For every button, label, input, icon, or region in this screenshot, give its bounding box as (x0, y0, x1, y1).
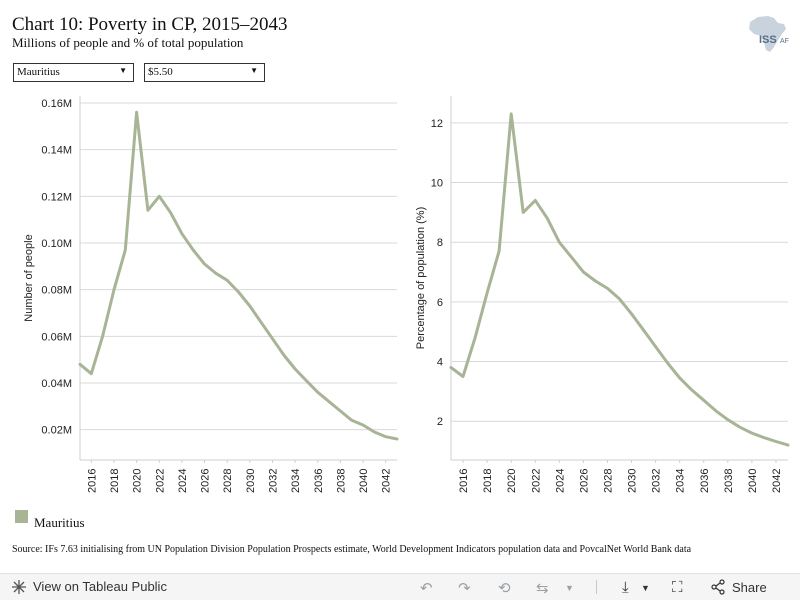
y-tick-label: 0.12M (41, 191, 72, 203)
chart-title: Chart 10: Poverty in CP, 2015–2043 (12, 14, 288, 35)
y-tick-label: 10 (431, 178, 443, 190)
x-tick-label: 2026 (578, 469, 590, 493)
y-tick-label: 0.16M (41, 98, 72, 110)
y-tick-label: 12 (431, 118, 443, 130)
country-dropdown[interactable]: Mauritius ▼ (13, 63, 134, 82)
x-tick-label: 2018 (109, 469, 121, 493)
tableau-logo-icon (12, 580, 26, 594)
x-tick-label: 2024 (177, 469, 189, 493)
share-label: Share (732, 579, 767, 595)
country-dropdown-value: Mauritius (17, 66, 60, 78)
x-tick-label: 2032 (651, 469, 663, 493)
refresh-icon[interactable]: ⇆ (536, 580, 549, 597)
legend-label[interactable]: Mauritius (34, 515, 85, 530)
share-button[interactable]: Share (710, 579, 767, 595)
y-tick-label: 0.08M (41, 285, 72, 297)
x-tick-label: 2036 (699, 469, 711, 493)
chart-subtitle: Millions of people and % of total popula… (12, 35, 244, 50)
poverty-line-dropdown[interactable]: $5.50 ▼ (144, 63, 265, 82)
chevron-down-icon: ▼ (119, 66, 127, 75)
y-tick-label: 0.06M (41, 331, 72, 343)
source-note: Source: IFs 7.63 initialising from UN Po… (12, 544, 692, 555)
series-line-mauritius[interactable] (449, 112, 790, 447)
y-tick-label: 8 (437, 237, 443, 249)
download-icon[interactable]: ⤓ (622, 579, 629, 596)
y-tick-label: 0.10M (41, 238, 72, 250)
divider (596, 580, 597, 594)
iss-africa-logo: ISS AF (749, 16, 789, 52)
redo-icon[interactable]: ↷ (458, 580, 471, 597)
x-tick-label: 2038 (723, 469, 735, 493)
chevron-down-icon[interactable]: ▼ (565, 583, 574, 593)
x-tick-label: 2020 (132, 469, 144, 493)
series-line-mauritius[interactable] (78, 110, 399, 441)
y-axis-title: Percentage of population (%) (415, 207, 427, 349)
people-chart: 0.02M 0.04M 0.06M 0.08M 0.10M 0.12M 0.14M 0.16M… (23, 96, 399, 493)
x-tick-label: 2028 (602, 469, 614, 493)
y-tick-label: 0.02M (41, 425, 72, 437)
x-tick-label: 2036 (313, 469, 325, 493)
x-tick-label: 2040 (747, 469, 759, 493)
poverty-line-dropdown-value: $5.50 (148, 66, 173, 78)
x-tick-label: 2018 (482, 469, 494, 493)
x-tick-label: 2034 (675, 469, 687, 493)
x-tick-label: 2016 (86, 469, 98, 493)
x-tick-label: 2020 (506, 469, 518, 493)
y-tick-label: 6 (437, 297, 443, 309)
x-tick-label: 2042 (771, 469, 783, 493)
share-icon (711, 579, 725, 595)
revert-icon[interactable]: ⟲ (498, 580, 511, 597)
y-tick-label: 2 (437, 416, 443, 428)
x-tick-label: 2028 (222, 469, 234, 493)
x-tick-label: 2022 (530, 469, 542, 493)
x-tick-label: 2030 (627, 469, 639, 493)
x-tick-label: 2032 (267, 469, 279, 493)
x-tick-label: 2038 (335, 469, 347, 493)
x-tick-label: 2022 (154, 469, 166, 493)
y-tick-label: 0.04M (41, 378, 72, 390)
x-tick-label: 2034 (290, 469, 302, 493)
tableau-toolbar: View on Tableau Public ↶ ↷ ⟲ ⇆ ▼ ⤓ ▼ ⛶ S… (0, 573, 800, 600)
y-tick-label: 4 (437, 357, 443, 369)
x-tick-label: 2026 (200, 469, 212, 493)
percentage-chart: 2 4 6 8 10 12 2016 2018 2020 2022 2024 2026 2028 2030… (415, 96, 790, 493)
chevron-down-icon: ▼ (250, 66, 258, 75)
x-tick-label: 2024 (554, 469, 566, 493)
undo-icon[interactable]: ↶ (420, 580, 433, 597)
view-on-tableau-link[interactable]: View on Tableau Public (12, 579, 167, 594)
y-axis-title: Number of people (23, 234, 35, 321)
chevron-down-icon[interactable]: ▼ (641, 583, 650, 593)
fullscreen-icon[interactable]: ⛶ (672, 579, 683, 596)
logo-text-sub: AF (780, 38, 789, 45)
x-tick-label: 2016 (458, 469, 470, 493)
x-tick-label: 2042 (381, 469, 393, 493)
x-tick-label: 2040 (358, 469, 370, 493)
logo-text-main: ISS (759, 34, 777, 46)
x-tick-label: 2030 (245, 469, 257, 493)
y-tick-label: 0.14M (41, 145, 72, 157)
legend-swatch[interactable] (15, 510, 28, 523)
view-on-tableau-label: View on Tableau Public (33, 579, 167, 594)
